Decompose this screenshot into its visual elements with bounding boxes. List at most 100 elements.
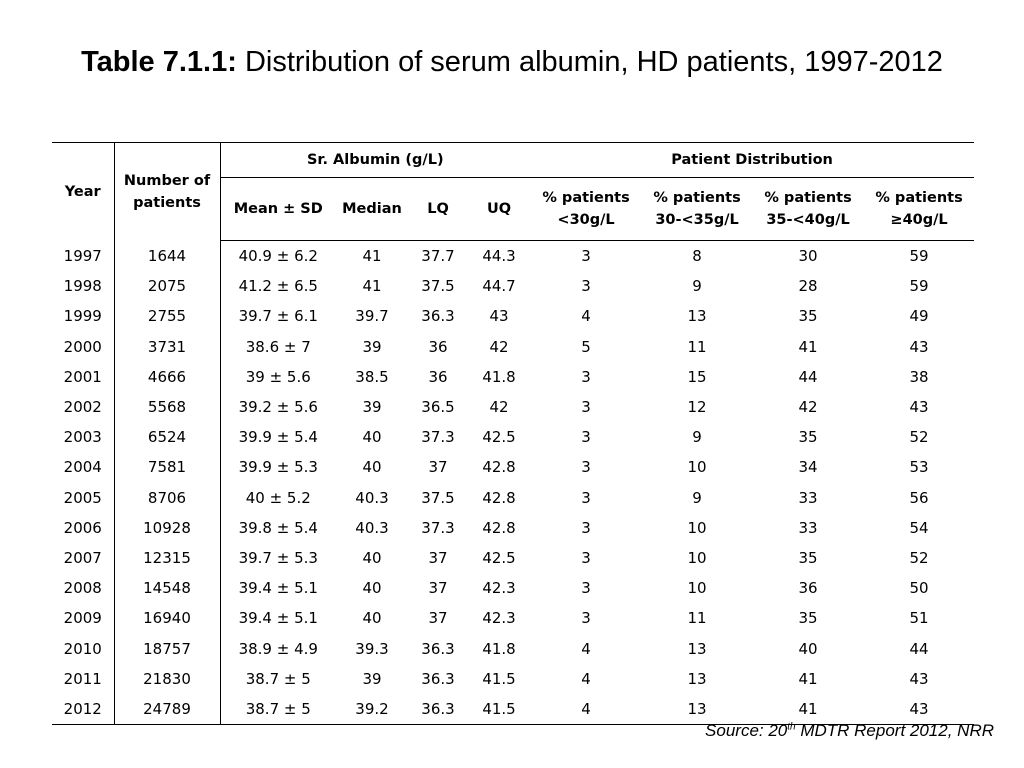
cell-pct-30-35: 10 bbox=[687, 548, 707, 567]
cell-median: 41 bbox=[362, 277, 382, 296]
cell-year: 2003 bbox=[52, 422, 115, 453]
cell-lq: 36 bbox=[428, 337, 448, 356]
cell-uq: 42.8 bbox=[482, 458, 516, 477]
cell-year: 2011 bbox=[52, 663, 115, 694]
cell-patients: 18757 bbox=[114, 633, 221, 664]
cell-lq: 37.3 bbox=[421, 428, 455, 447]
cell-pct-35-40: 34 bbox=[798, 458, 818, 477]
cell-pct-35-40: 41 bbox=[798, 337, 818, 356]
cell-uq: 42 bbox=[489, 337, 509, 356]
cell-pct-40-plus: 56 bbox=[909, 488, 929, 507]
cell-uq: 42.3 bbox=[482, 609, 516, 628]
cell-pct-30-35: 8 bbox=[692, 247, 702, 266]
cell-pct-30-35: 10 bbox=[687, 518, 707, 537]
cell-patients: 4666 bbox=[114, 361, 221, 392]
cell-year: 2006 bbox=[52, 512, 115, 543]
cell-year: 2004 bbox=[52, 452, 115, 483]
header-lq: LQ bbox=[408, 177, 468, 241]
cell-mean-sd: 39.7 ± 6.1 bbox=[238, 307, 318, 326]
cell-pct-below-30: 4 bbox=[581, 669, 591, 688]
table-title: Table 7.1.1: Distribution of serum album… bbox=[60, 42, 964, 83]
cell-year: 2000 bbox=[52, 331, 115, 362]
cell-median: 39 bbox=[362, 669, 382, 688]
cell-pct-below-30: 3 bbox=[581, 277, 591, 296]
cell-median: 40 bbox=[362, 548, 382, 567]
cell-patients: 10928 bbox=[114, 512, 221, 543]
cell-uq: 42.8 bbox=[482, 488, 516, 507]
source-superscript: th bbox=[787, 721, 796, 733]
cell-pct-35-40: 44 bbox=[798, 367, 818, 386]
cell-pct-below-30: 3 bbox=[581, 548, 591, 567]
table-row: 2007 12315 39.7 ± 5.3 40 37 42.5 3 10 35 52 bbox=[52, 542, 974, 574]
cell-mean-sd: 41.2 ± 6.5 bbox=[238, 277, 318, 296]
cell-uq: 42.5 bbox=[482, 548, 516, 567]
cell-pct-below-30: 3 bbox=[581, 579, 591, 598]
cell-pct-below-30: 3 bbox=[581, 367, 591, 386]
cell-lq: 37.5 bbox=[421, 277, 455, 296]
cell-mean-sd: 39 ± 5.6 bbox=[245, 367, 311, 386]
cell-pct-30-35: 12 bbox=[687, 398, 707, 417]
cell-pct-35-40: 33 bbox=[798, 518, 818, 537]
cell-mean-sd: 39.8 ± 5.4 bbox=[238, 518, 318, 537]
cell-median: 40.3 bbox=[355, 488, 389, 507]
cell-lq: 36.3 bbox=[421, 639, 455, 658]
albumin-table-container: Year Number of patients Sr. Albumin (g/L… bbox=[52, 142, 975, 725]
cell-pct-35-40: 30 bbox=[798, 247, 818, 266]
cell-pct-35-40: 33 bbox=[798, 488, 818, 507]
cell-mean-sd: 40.9 ± 6.2 bbox=[238, 247, 318, 266]
cell-pct-30-35: 10 bbox=[687, 579, 707, 598]
cell-median: 39.3 bbox=[355, 639, 389, 658]
cell-mean-sd: 39.4 ± 5.1 bbox=[238, 609, 318, 628]
cell-lq: 37.3 bbox=[421, 518, 455, 537]
cell-uq: 41.5 bbox=[482, 669, 516, 688]
table-number: Table 7.1.1: bbox=[81, 46, 237, 78]
cell-patients: 16940 bbox=[114, 603, 221, 634]
cell-patients: 5568 bbox=[114, 391, 221, 423]
cell-year: 1998 bbox=[52, 271, 115, 302]
cell-mean-sd: 39.9 ± 5.4 bbox=[238, 428, 318, 447]
cell-patients: 8706 bbox=[114, 482, 221, 513]
cell-pct-below-30: 3 bbox=[581, 458, 591, 477]
cell-median: 38.5 bbox=[355, 367, 389, 386]
table-row: 1999 2755 39.7 ± 6.1 39.7 36.3 43 4 13 35 49 bbox=[52, 301, 974, 332]
header-uq: UQ bbox=[468, 177, 531, 241]
header-number-of-patients: Number of patients bbox=[114, 142, 221, 241]
table-row: 2000 3731 38.6 ± 7 39 36 42 5 11 41 43 bbox=[52, 331, 974, 362]
cell-pct-40-plus: 51 bbox=[909, 609, 929, 628]
cell-pct-below-30: 5 bbox=[581, 337, 591, 356]
cell-year: 1997 bbox=[52, 240, 115, 272]
cell-pct-35-40: 35 bbox=[798, 548, 818, 567]
cell-pct-below-30: 4 bbox=[530, 693, 643, 725]
header-group-albumin: Sr. Albumin (g/L) bbox=[220, 142, 531, 178]
header-mean-sd: Mean ± SD bbox=[220, 177, 336, 241]
cell-lq: 37.5 bbox=[421, 488, 455, 507]
table-row: 2008 14548 39.4 ± 5.1 40 37 42.3 3 10 36 50 bbox=[52, 573, 974, 604]
albumin-table: Year Number of patients Sr. Albumin (g/L… bbox=[52, 142, 975, 725]
cell-median: 39.2 bbox=[336, 693, 408, 725]
cell-year: 2002 bbox=[52, 391, 115, 423]
cell-lq: 36.5 bbox=[421, 398, 455, 417]
table-caption: Distribution of serum albumin, HD patien… bbox=[244, 46, 943, 78]
cell-year: 2012 bbox=[52, 693, 115, 725]
cell-lq: 37 bbox=[428, 548, 448, 567]
cell-pct-40-plus: 53 bbox=[909, 458, 929, 477]
cell-median: 40 bbox=[362, 458, 382, 477]
cell-median: 39.7 bbox=[355, 307, 389, 326]
source-note: Source: 20th MDTR Report 2012, NRR bbox=[705, 721, 994, 741]
source-prefix: Source: 20 bbox=[705, 721, 788, 740]
cell-pct-40-plus: 50 bbox=[909, 579, 929, 598]
table-row: 2012 24789 38.7 ± 5 39.2 36.3 41.5 4 13 41 43 bbox=[52, 693, 975, 725]
cell-pct-30-35: 15 bbox=[687, 367, 707, 386]
cell-lq: 36.3 bbox=[408, 693, 468, 725]
cell-pct-30-35: 9 bbox=[692, 428, 702, 447]
cell-pct-35-40: 42 bbox=[798, 398, 818, 417]
cell-patients: 2755 bbox=[114, 301, 221, 332]
cell-pct-below-30: 3 bbox=[581, 398, 591, 417]
cell-lq: 36 bbox=[428, 367, 448, 386]
cell-pct-30-35: 13 bbox=[687, 307, 707, 326]
cell-pct-35-40: 35 bbox=[798, 428, 818, 447]
cell-mean-sd: 38.6 ± 7 bbox=[245, 337, 311, 356]
cell-pct-40-plus: 38 bbox=[909, 367, 929, 386]
cell-patients: 14548 bbox=[114, 573, 221, 604]
cell-lq: 37 bbox=[428, 458, 448, 477]
